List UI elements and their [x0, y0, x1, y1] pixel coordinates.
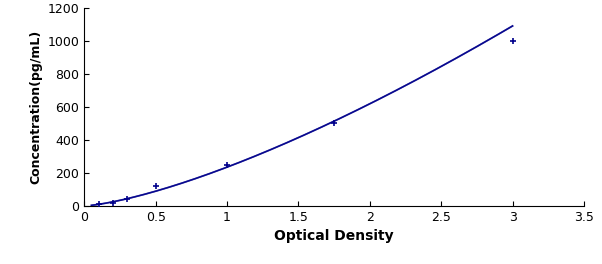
- X-axis label: Optical Density: Optical Density: [275, 229, 394, 243]
- Y-axis label: Concentration(pg/mL): Concentration(pg/mL): [29, 30, 42, 184]
